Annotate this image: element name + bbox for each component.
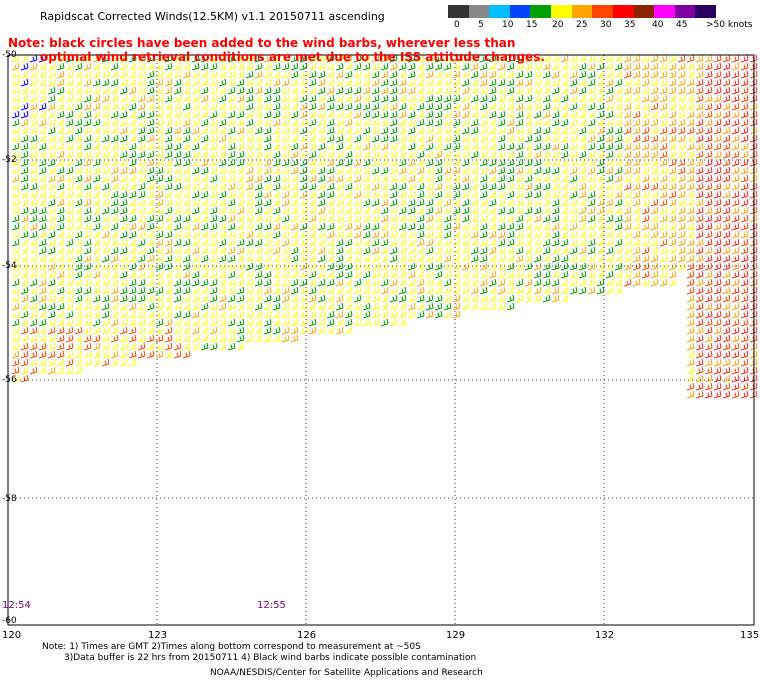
footer-note-1: Note: 1) Times are GMT 2)Times along bot… <box>42 642 421 652</box>
lon-label: 120 <box>2 630 22 641</box>
colorbar-label: 20 <box>552 20 564 30</box>
lat-label: -58 <box>2 494 17 504</box>
colorbar-label: 30 <box>600 20 612 30</box>
colorbar-swatch <box>489 5 511 18</box>
colorbar-label: 40 <box>652 20 664 30</box>
colorbar-label: 45 <box>676 20 688 30</box>
colorbar-swatch <box>612 5 635 18</box>
colorbar-swatch <box>654 5 676 18</box>
lat-label: -60 <box>2 616 17 626</box>
time-label: 12:54 <box>2 600 31 611</box>
colorbar-swatch <box>674 5 696 18</box>
lon-label: 132 <box>595 630 615 641</box>
colorbar-swatch <box>695 5 717 18</box>
colorbar-swatch <box>468 5 490 18</box>
lat-lon-grid <box>8 54 754 625</box>
plot-frame <box>7 54 755 626</box>
colorbar-swatch <box>633 5 655 18</box>
lat-label: -54 <box>2 261 17 271</box>
footer-note-2: 3)Data buffer is 22 hrs from 20150711 4)… <box>64 653 477 663</box>
footer-credit: NOAA/NESDIS/Center for Satellite Applica… <box>210 668 483 678</box>
colorbar-swatch <box>530 5 552 18</box>
wind-speed-colorbar: 0 5 10 15 20 25 30 35 40 45 >50 knots <box>448 0 760 34</box>
colorbar-label: 35 <box>624 20 636 30</box>
lon-label: 126 <box>297 630 317 641</box>
map-title: Rapidscat Corrected Winds(12.5KM) v1.1 2… <box>40 10 385 23</box>
lat-label: -50 <box>2 50 17 60</box>
colorbar-label: 15 <box>526 20 538 30</box>
colorbar-swatch <box>448 5 470 18</box>
colorbar-label: 25 <box>576 20 588 30</box>
lat-label: -52 <box>2 155 17 165</box>
time-label: 12:55 <box>257 600 286 611</box>
note-line-1: Note: black circles have been added to t… <box>8 36 516 50</box>
lon-label: 129 <box>446 630 466 641</box>
colorbar-label: 10 <box>502 20 514 30</box>
colorbar-swatch <box>571 5 593 18</box>
colorbar-swatch <box>551 5 573 18</box>
lon-label: 135 <box>740 630 760 641</box>
note-line-2: optimal wind retrieval conditions are me… <box>40 50 545 64</box>
lat-label: -56 <box>2 375 17 385</box>
colorbar-swatch <box>592 5 614 18</box>
colorbar-label: 5 <box>478 20 484 30</box>
wind-barbs-layer <box>11 54 758 399</box>
colorbar-label: 0 <box>454 20 460 30</box>
colorbar-label: >50 knots <box>706 20 753 30</box>
colorbar-swatch <box>509 5 531 18</box>
lon-label: 123 <box>148 630 168 641</box>
